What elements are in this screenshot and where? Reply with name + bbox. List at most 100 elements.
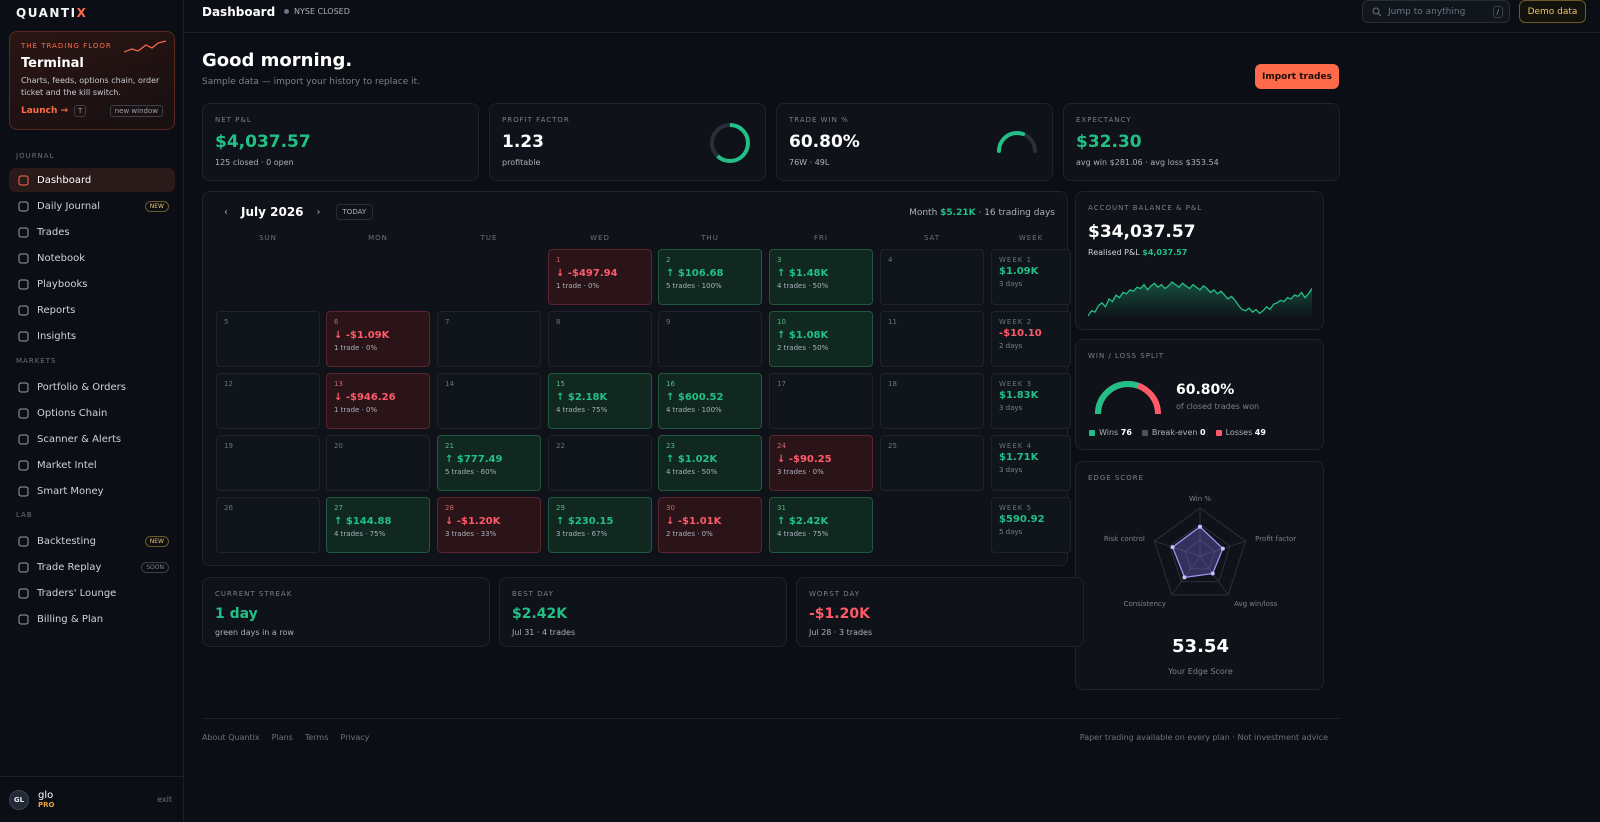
sidebar-item-backtesting[interactable]: Backtesting NEW — [9, 529, 175, 553]
calendar-day[interactable]: 11 — [880, 311, 984, 367]
calendar-day[interactable]: 10 ↑ $1.08K 2 trades · 50% — [769, 311, 873, 367]
calendar-day[interactable]: 30 ↓ -$1.01K 2 trades · 0% — [658, 497, 762, 553]
radar-grid — [1169, 523, 1231, 583]
profit-factor-donut — [710, 123, 750, 163]
history-icon — [17, 535, 29, 547]
calendar-day[interactable]: 12 — [216, 373, 320, 429]
calendar-day[interactable]: 7 — [437, 311, 541, 367]
day-number: 21 — [445, 442, 454, 450]
launch-button[interactable]: Launch → — [21, 106, 69, 116]
sidebar-item-market-intel[interactable]: Market Intel — [9, 453, 175, 477]
sidebar: QUANTIX THE TRADING FLOOR Terminal Chart… — [0, 0, 184, 822]
calendar-day[interactable]: 2 ↑ $106.68 5 trades · 100% — [658, 249, 762, 305]
day-number: 7 — [445, 318, 450, 326]
sidebar-item-insights[interactable]: Insights — [9, 324, 175, 348]
sidebar-badge: SOON — [141, 561, 169, 573]
footer-link-about[interactable]: About Quantix — [202, 733, 260, 742]
calendar-day[interactable]: 27 ↑ $144.88 4 trades · 75% — [326, 497, 430, 553]
logo[interactable]: QUANTIX — [16, 6, 87, 20]
calendar-day[interactable]: 15 ↑ $2.18K 4 trades · 75% — [548, 373, 652, 429]
sidebar-item-billing-plan[interactable]: Billing & Plan — [9, 607, 175, 631]
win-loss-gauge — [1095, 381, 1161, 415]
sidebar-item-traders-lounge[interactable]: Traders' Lounge — [9, 581, 175, 605]
realised-value: $4,037.57 — [1142, 248, 1188, 257]
calendar-day[interactable]: 4 — [880, 249, 984, 305]
calendar-day[interactable]: 19 — [216, 435, 320, 491]
day-pnl: ↑ $600.52 — [666, 392, 724, 403]
day-number: 29 — [556, 504, 565, 512]
day-number: 3 — [777, 256, 782, 264]
sidebar-item-dashboard[interactable]: Dashboard — [9, 168, 175, 192]
play-icon — [17, 561, 29, 573]
day-number: 10 — [777, 318, 786, 326]
portfolio-icon — [17, 381, 29, 393]
demo-data-button[interactable]: Demo data — [1519, 0, 1586, 23]
calendar-day[interactable]: 20 — [326, 435, 430, 491]
new-window-button[interactable]: new window — [109, 105, 163, 117]
sidebar-item-label: Playbooks — [37, 278, 88, 290]
calendar-day[interactable]: 8 — [548, 311, 652, 367]
sidebar-item-daily-journal[interactable]: Daily Journal NEW — [9, 194, 175, 218]
search-input[interactable]: Jump to anything / — [1362, 0, 1510, 23]
day-pnl: ↑ $2.18K — [556, 392, 608, 403]
user-profile[interactable]: GL glo PRO exit — [0, 776, 184, 822]
calendar-day[interactable]: 26 — [216, 497, 320, 553]
calendar-day[interactable]: 21 ↑ $777.49 5 trades · 60% — [437, 435, 541, 491]
sidebar-item-options-chain[interactable]: Options Chain — [9, 401, 175, 425]
next-month-button[interactable]: › — [316, 206, 321, 218]
sidebar-item-trades[interactable]: Trades — [9, 220, 175, 244]
week-label: WEEK 1 — [999, 256, 1033, 264]
sidebar-item-portfolio-orders[interactable]: Portfolio & Orders — [9, 375, 175, 399]
calendar-day[interactable]: 17 — [769, 373, 873, 429]
calendar-day[interactable]: 16 ↑ $600.52 4 trades · 100% — [658, 373, 762, 429]
day-number: 24 — [777, 442, 786, 450]
kpi-card-net-p-l: NET P&L $4,037.57 125 closed · 0 open — [202, 103, 479, 181]
today-button[interactable]: TODAY — [335, 204, 374, 220]
exit-button[interactable]: exit — [157, 795, 172, 804]
footer-link-terms[interactable]: Terms — [304, 733, 329, 742]
sidebar-item-trade-replay[interactable]: Trade Replay SOON — [9, 555, 175, 579]
footer-link-plans[interactable]: Plans — [271, 733, 293, 742]
balance-label: ACCOUNT BALANCE & P&L — [1088, 204, 1203, 212]
logo-text: QUANTI — [16, 6, 77, 20]
week-summary: WEEK 1 $1.09K 3 days — [991, 249, 1071, 305]
week-pnl: $1.71K — [999, 452, 1039, 463]
calendar-day[interactable]: 23 ↑ $1.02K 4 trades · 50% — [658, 435, 762, 491]
calendar-day[interactable]: 22 — [548, 435, 652, 491]
calendar-day[interactable]: 6 ↓ -$1.09K 1 trade · 0% — [326, 311, 430, 367]
calendar-day[interactable]: 5 — [216, 311, 320, 367]
avatar[interactable]: GL — [9, 789, 29, 810]
month-summary: Month $5.21K · 16 trading days — [909, 208, 1055, 218]
day-pnl: ↓ -$946.26 — [334, 392, 396, 403]
sidebar-item-reports[interactable]: Reports — [9, 298, 175, 322]
prev-month-button[interactable]: ‹ — [224, 206, 228, 218]
calendar-day[interactable]: 14 — [437, 373, 541, 429]
sidebar-item-notebook[interactable]: Notebook — [9, 246, 175, 270]
terminal-promo-card[interactable]: THE TRADING FLOOR Terminal Charts, feeds… — [9, 31, 175, 130]
sidebar-item-scanner-alerts[interactable]: Scanner & Alerts — [9, 427, 175, 451]
realised-label: Realised P&L — [1088, 248, 1140, 257]
calendar-day[interactable]: 1 ↓ -$497.94 1 trade · 0% — [548, 249, 652, 305]
chain-icon — [17, 407, 29, 419]
sidebar-badge: NEW — [144, 535, 169, 547]
day-number: 23 — [666, 442, 675, 450]
calendar-day[interactable]: 28 ↓ -$1.20K 3 trades · 33% — [437, 497, 541, 553]
sidebar-item-smart-money[interactable]: Smart Money — [9, 479, 175, 503]
radar-axis — [1171, 555, 1201, 596]
footer-link-privacy[interactable]: Privacy — [340, 733, 370, 742]
calendar-day[interactable]: 24 ↓ -$90.25 3 trades · 0% — [769, 435, 873, 491]
sidebar-item-playbooks[interactable]: Playbooks — [9, 272, 175, 296]
day-pnl: ↑ $230.15 — [556, 516, 614, 527]
day-trades: 4 trades · 75% — [777, 530, 829, 538]
calendar-day[interactable]: 31 ↑ $2.42K 4 trades · 75% — [769, 497, 873, 553]
week-days: 3 days — [999, 404, 1023, 412]
calendar-day[interactable]: 3 ↑ $1.48K 4 trades · 50% — [769, 249, 873, 305]
import-trades-button[interactable]: Import trades — [1255, 64, 1339, 89]
calendar-day[interactable]: 9 — [658, 311, 762, 367]
page-title: Dashboard — [202, 5, 276, 19]
calendar-day[interactable]: 18 — [880, 373, 984, 429]
calendar-day[interactable]: 29 ↑ $230.15 3 trades · 67% — [548, 497, 652, 553]
calendar-day[interactable]: 25 — [880, 435, 984, 491]
calendar-day[interactable]: 13 ↓ -$946.26 1 trade · 0% — [326, 373, 430, 429]
month-summary-days: · 16 trading days — [978, 208, 1055, 218]
